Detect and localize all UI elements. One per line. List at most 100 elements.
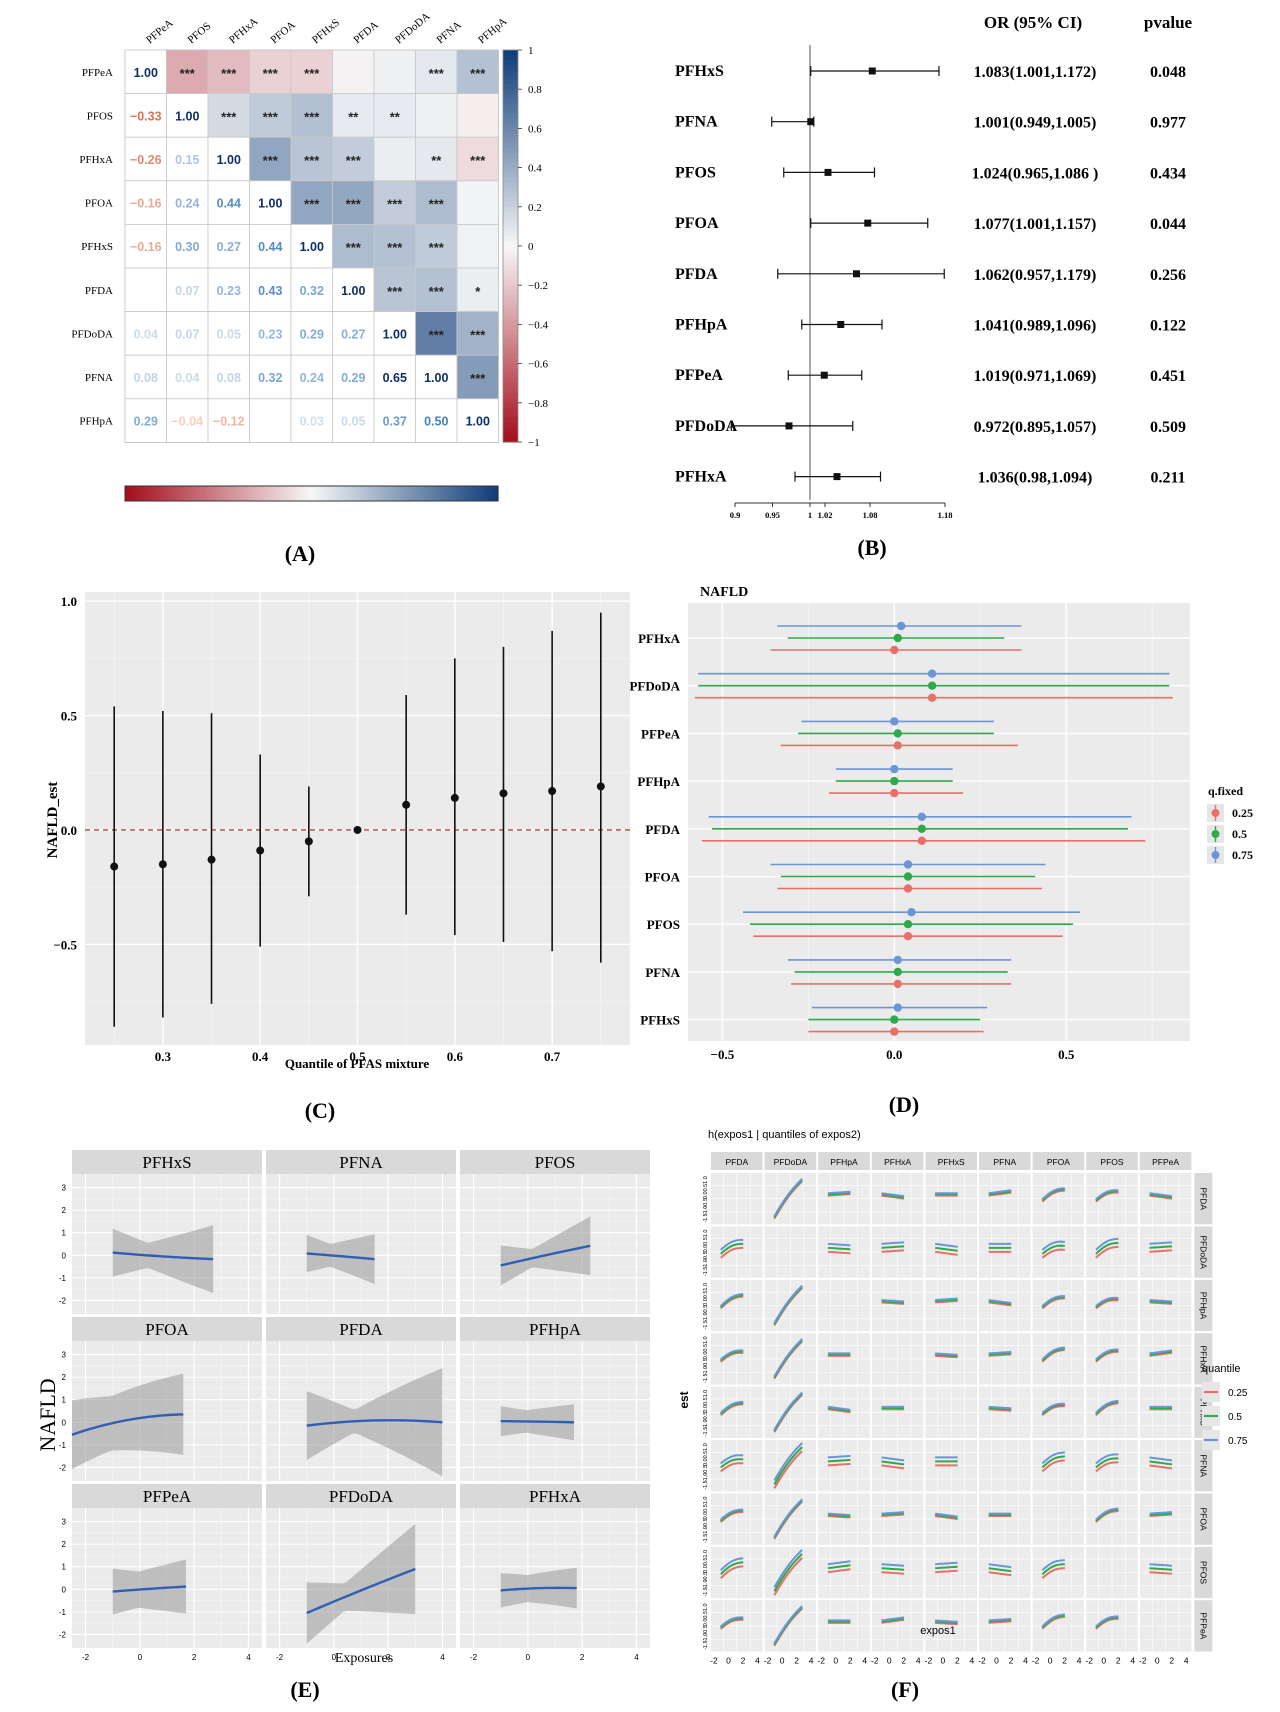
quantile-curve [827, 1191, 851, 1196]
quantile-curve [720, 1508, 744, 1521]
colorbar-segment [333, 486, 339, 501]
row-label: PFHxA [79, 154, 113, 166]
exposure-label: PFOA [675, 215, 719, 232]
colorbar-segment [503, 407, 518, 414]
colorbar-segment [236, 486, 242, 501]
heatmap-cell [249, 398, 292, 443]
estimate-point [890, 1027, 899, 1036]
heatmap-cell [415, 223, 458, 269]
correlation-value: 0.37 [383, 415, 407, 429]
quantile-curve [1149, 1511, 1173, 1515]
row-strip-label: PFDoDA [1198, 1235, 1208, 1269]
colorbar-segment [503, 334, 518, 340]
estimate-point [893, 729, 902, 738]
colorbar-segment [503, 99, 518, 105]
significance-stars: *** [304, 197, 320, 212]
colorbar-segment [503, 432, 518, 438]
y-axis-label: NAFLD_est [45, 782, 61, 859]
colorbar-tick-label: −0.6 [528, 359, 548, 371]
column-strip [818, 1152, 870, 1170]
confidence-band [306, 1234, 375, 1284]
x-tick-label: 4 [862, 1656, 867, 1666]
x-tick-label: 2 [1009, 1656, 1014, 1666]
significance-stars: * [475, 284, 481, 299]
quantile-curve [1041, 1240, 1065, 1251]
y-tick-label: 0.5 [703, 1344, 709, 1352]
heatmap-cell [332, 223, 375, 269]
exposure-label: PFHpA [637, 774, 680, 789]
column-label: PFHxA [227, 15, 261, 46]
estimate-point [917, 836, 927, 845]
colorbar-segment [503, 344, 518, 350]
row-strip-label: PFNA [1198, 1454, 1208, 1477]
row-strip [1194, 1546, 1213, 1599]
legend-label: 0.25 [1228, 1388, 1248, 1399]
panel-b-forest-plot: OR (95% CI) pvalue PFHxS 1.083(1.001,1.172)… [675, 13, 1193, 560]
quantile-curve [1041, 1187, 1065, 1200]
quantile-curve [1149, 1300, 1173, 1304]
quantile-curve [881, 1567, 905, 1571]
quantile-curve [720, 1349, 744, 1361]
colorbar-segment [147, 486, 152, 501]
colorbar-segment [503, 393, 518, 399]
colorbar-segment [378, 486, 383, 501]
y-tick-label: -0.5 [703, 1625, 709, 1634]
x-tick-label: -2 [978, 1656, 986, 1666]
colorbar-segment [490, 486, 495, 501]
colorbar-segment [423, 486, 428, 501]
quantile-curve [1149, 1456, 1173, 1462]
y-tick-label: -0.5 [703, 1198, 709, 1207]
x-tick-label: 0 [1101, 1656, 1106, 1666]
colorbar-segment [503, 417, 518, 423]
correlation-value: 0.24 [300, 371, 324, 385]
quantile-curve [1149, 1194, 1173, 1200]
y-tick-label: 0.0 [61, 823, 77, 838]
colorbar-segment [503, 226, 518, 232]
colorbar-segment [503, 182, 518, 188]
row-strip-label: PFHxA [1198, 1345, 1208, 1372]
y-tick-label: -1.5 [703, 1373, 709, 1382]
column-label: PFOS [185, 20, 213, 46]
colorbar-segment [503, 143, 518, 149]
colorbar-segment [503, 206, 518, 213]
significance-stars: *** [263, 66, 279, 81]
y-tick-label: -1 [59, 1608, 67, 1617]
colorbar-segment [318, 486, 324, 501]
or-ci-text: 1.041(0.989,1.096) [974, 318, 1097, 335]
colorbar-segment [270, 486, 275, 501]
quantile-curve [1149, 1193, 1173, 1199]
estimate-point [927, 693, 937, 702]
row-strip [1194, 1440, 1213, 1492]
y-tick-label: 0.5 [703, 1237, 709, 1245]
significance-stars: *** [429, 66, 445, 81]
significance-stars: ** [390, 109, 401, 124]
y-tick-label: 0.5 [61, 709, 78, 724]
quantile-curve [881, 1241, 905, 1245]
column-strip [764, 1152, 817, 1170]
correlation-value: 0.50 [424, 415, 448, 429]
x-tick-label: 1.08 [863, 510, 878, 520]
legend-label: 0.75 [1228, 1436, 1248, 1447]
significance-stars: *** [304, 153, 320, 168]
heatmap-cell [124, 267, 167, 312]
y-tick-label: 0.5 [703, 1558, 709, 1566]
colorbar-segment [503, 378, 518, 384]
estimate-point [256, 846, 265, 855]
quantile-curve [988, 1350, 1012, 1355]
x-tick-label: 4 [755, 1656, 760, 1666]
colorbar-frame [124, 485, 499, 502]
x-tick-label: 1.02 [818, 510, 833, 520]
quantile-curve [827, 1242, 851, 1247]
row-label: PFHpA [79, 416, 113, 428]
quantile-curve [827, 1405, 851, 1411]
colorbar-segment [419, 486, 424, 501]
quantile-curve [988, 1300, 1012, 1306]
colorbar-segment [503, 412, 518, 419]
colorbar-segment [266, 486, 272, 501]
estimate-point [450, 793, 459, 802]
quantile-curve [1095, 1457, 1119, 1469]
x-tick-label: 4 [809, 1656, 814, 1666]
colorbar-segment [281, 486, 286, 501]
y-tick-label: -0.5 [703, 1358, 709, 1367]
or-ci-text: 1.019(0.971,1.069) [974, 368, 1097, 385]
